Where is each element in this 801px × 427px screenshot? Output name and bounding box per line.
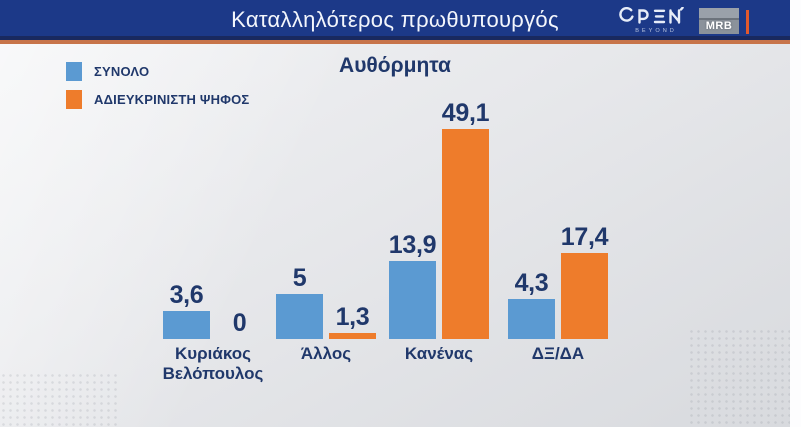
header-bar bbox=[0, 0, 790, 36]
value-label-adieukrinisti-psifos-allos: 1,3 bbox=[335, 303, 370, 331]
header-underline bbox=[0, 36, 790, 40]
page-title: Καταλληλότερος πρωθυπουργός bbox=[231, 7, 559, 32]
bar-adieukrinisti-psifos-dx-da bbox=[561, 253, 608, 339]
value-label-synolo-allos: 5 bbox=[292, 264, 307, 292]
legend-swatch-blue bbox=[66, 62, 82, 81]
category-label-dx-da: ΔΞ/ΔΑ bbox=[531, 344, 585, 363]
category-label-kanenas: Κανένας bbox=[404, 344, 474, 363]
bar-adieukrinisti-psifos-kanenas bbox=[442, 129, 489, 339]
value-label-synolo-kanenas: 13,9 bbox=[388, 231, 437, 259]
value-label-adieukrinisti-psifos-kyriakos-velopoulos: 0 bbox=[232, 309, 247, 337]
right-edge-gutter bbox=[790, 0, 801, 427]
value-label-synolo-kyriakos-velopoulos: 3,6 bbox=[169, 281, 204, 309]
orange-accent-tick bbox=[746, 10, 749, 34]
legend-swatch-orange bbox=[66, 90, 82, 109]
category-label-kyriakos-velopoulos: Κυριάκος Βελόπουλος bbox=[162, 344, 264, 383]
chart-subtitle: Αυθόρμητα bbox=[339, 54, 451, 77]
value-label-synolo-dx-da: 4,3 bbox=[514, 269, 549, 297]
bar-synolo-dx-da bbox=[508, 299, 555, 339]
bar-adieukrinisti-psifos-allos bbox=[329, 333, 376, 339]
header-orange-rule bbox=[0, 40, 790, 44]
legend-label-synolo: ΣΥΝΟΛΟ bbox=[94, 64, 150, 79]
mrb-logo-text: MRB bbox=[705, 20, 733, 32]
chart-legend: ΣΥΝΟΛΟ ΑΔΙΕΥΚΡΙΝΙΣΤΗ ΨΗΦΟΣ bbox=[66, 62, 249, 118]
legend-label-adieukrinisti-psifos: ΑΔΙΕΥΚΡΙΝΙΣΤΗ ΨΗΦΟΣ bbox=[94, 92, 250, 107]
bar-synolo-allos bbox=[276, 294, 323, 339]
value-label-adieukrinisti-psifos-dx-da: 17,4 bbox=[560, 223, 609, 251]
value-label-adieukrinisti-psifos-kanenas: 49,1 bbox=[441, 99, 490, 127]
bar-synolo-kyriakos-velopoulos bbox=[163, 311, 210, 339]
mrb-logo: MRB bbox=[699, 8, 739, 34]
legend-item-synolo: ΣΥΝΟΛΟ bbox=[66, 62, 249, 81]
open-logo-tagline: BEYOND bbox=[635, 28, 677, 34]
open-logo-letters bbox=[619, 7, 684, 24]
category-label-allos: Άλλος bbox=[300, 344, 352, 363]
open-channel-logo: BEYOND bbox=[619, 7, 684, 34]
legend-item-adieukrinisti-psifos: ΑΔΙΕΥΚΡΙΝΙΣΤΗ ΨΗΦΟΣ bbox=[66, 90, 249, 109]
bar-synolo-kanenas bbox=[389, 261, 436, 339]
